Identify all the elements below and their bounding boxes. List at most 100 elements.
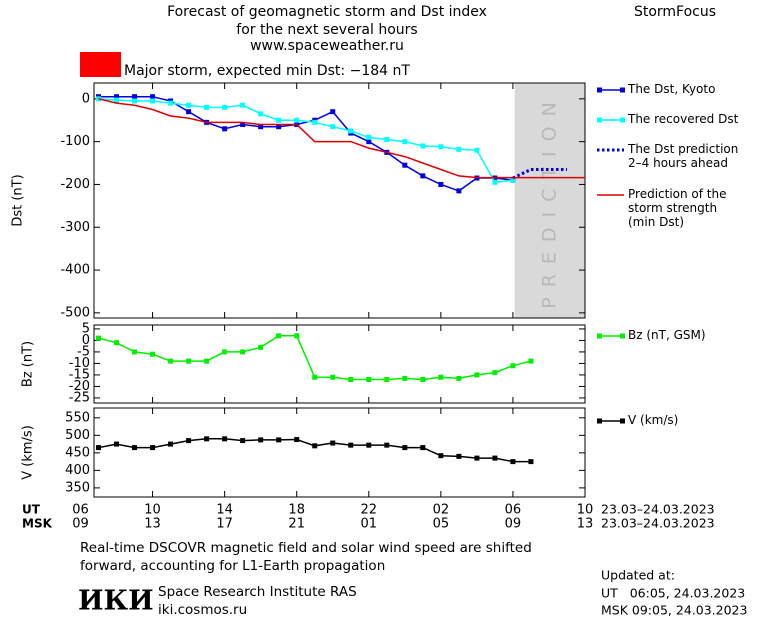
point <box>366 442 372 448</box>
point <box>438 144 444 150</box>
note: Real-time DSCOVR magnetic field and sola… <box>80 540 532 556</box>
date-range: 23.03–24.03.2023 <box>601 502 715 517</box>
point <box>294 437 300 443</box>
point <box>276 117 282 123</box>
point <box>132 349 138 355</box>
series-line <box>98 95 513 192</box>
y-tick-label: 550 <box>65 410 90 425</box>
ut-tick-label: 06 <box>505 503 522 518</box>
ut-label: UT <box>22 503 41 517</box>
y-tick-label: 500 <box>65 428 90 443</box>
institute: Space Research Institute RAS <box>158 584 357 600</box>
point <box>348 442 354 448</box>
legend-marker <box>597 333 602 339</box>
point <box>258 124 264 130</box>
msk-tick-label: 17 <box>216 517 233 532</box>
point <box>186 438 192 444</box>
point <box>402 162 408 168</box>
point <box>276 437 282 443</box>
point <box>258 437 264 443</box>
msk-tick-label: 09 <box>72 517 89 532</box>
point <box>366 377 372 383</box>
point <box>96 335 102 341</box>
legend-marker <box>620 333 625 339</box>
point <box>420 173 426 179</box>
series-line <box>98 335 532 381</box>
point <box>312 119 318 125</box>
point <box>492 455 498 461</box>
point <box>528 358 534 364</box>
msk-tick-label: 13 <box>144 517 161 532</box>
point <box>204 104 210 110</box>
y-tick-label: -20 <box>69 379 90 394</box>
point <box>420 143 426 149</box>
point <box>168 441 174 447</box>
point <box>132 98 138 104</box>
series-line <box>98 98 513 184</box>
y-tick-label: -15 <box>69 367 90 382</box>
point <box>312 443 318 449</box>
y-tick-label: 0 <box>82 333 90 348</box>
point <box>168 100 174 106</box>
y-axis-label: V (km/s) <box>21 425 36 480</box>
point <box>420 377 426 383</box>
point <box>204 358 210 364</box>
point <box>384 137 390 143</box>
legend-label: The Dst, Kyoto <box>628 82 716 96</box>
legend-marker <box>620 87 625 93</box>
point <box>456 146 462 152</box>
msk-tick-label: 09 <box>505 517 522 532</box>
point <box>456 453 462 459</box>
point <box>150 98 156 104</box>
y-axis-label: Bz (nT) <box>21 341 36 387</box>
point <box>96 445 102 451</box>
legend-marker <box>620 418 625 424</box>
point <box>222 126 228 132</box>
point <box>402 139 408 145</box>
legend-label: V (km/s) <box>628 413 679 427</box>
prediction-label: PREDICTION <box>538 92 560 309</box>
point <box>474 147 480 153</box>
updated: Updated at: <box>601 568 675 583</box>
legend-marker <box>620 117 625 123</box>
institute-url: iki.cosmos.ru <box>158 602 247 618</box>
point <box>150 94 156 100</box>
legend-marker <box>597 117 602 123</box>
point <box>474 455 480 461</box>
point <box>240 102 246 108</box>
y-tick-label: 400 <box>65 463 90 478</box>
y-tick-label: -500 <box>60 305 90 320</box>
legend-label: The Dst prediction 2–4 hours ahead <box>628 142 739 170</box>
point <box>510 363 516 369</box>
point <box>384 442 390 448</box>
point <box>384 377 390 383</box>
point <box>222 349 228 355</box>
updated-msk: MSK 09:05, 24.03.2023 <box>601 603 747 618</box>
date-range: 23.03–24.03.2023 <box>601 516 715 531</box>
point <box>330 440 336 446</box>
series-line <box>512 168 567 180</box>
point <box>276 333 282 339</box>
y-tick-label: -25 <box>69 390 90 405</box>
ut-tick-label: 10 <box>577 503 594 518</box>
point <box>114 94 120 100</box>
point <box>222 104 228 110</box>
logo: ИКИ <box>78 586 154 617</box>
msk-tick-label: 13 <box>577 517 594 532</box>
storm-swatch <box>80 52 121 77</box>
point <box>420 445 426 451</box>
legend-marker <box>597 418 602 424</box>
point <box>240 438 246 444</box>
point <box>366 139 372 145</box>
point <box>492 370 498 376</box>
y-tick-label: 5 <box>82 321 90 336</box>
legend-label: Prediction of the storm strength (min Ds… <box>628 187 727 229</box>
legend-label: Bz (nT, GSM) <box>628 328 706 342</box>
point <box>222 436 228 442</box>
y-tick-label: -5 <box>77 344 90 359</box>
point <box>528 459 534 465</box>
point <box>258 344 264 350</box>
